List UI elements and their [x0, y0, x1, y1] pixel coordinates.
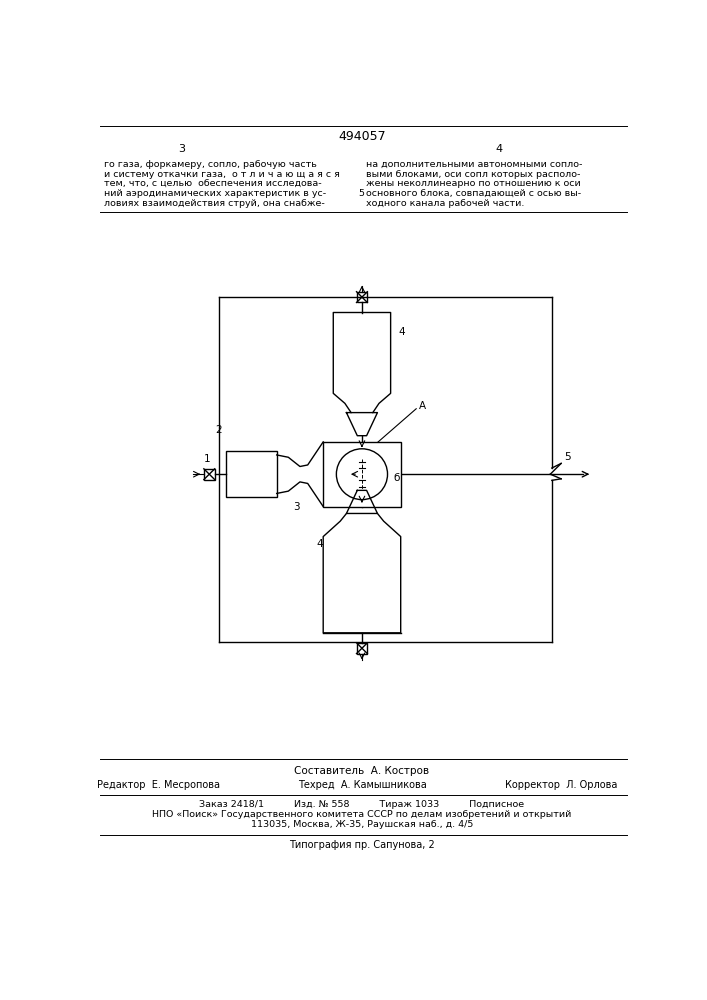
- Text: ходного канала рабочей части.: ходного канала рабочей части.: [366, 199, 524, 208]
- Text: 5: 5: [358, 189, 364, 198]
- Text: выми блоками, оси сопл которых располо-: выми блоками, оси сопл которых располо-: [366, 170, 580, 179]
- Text: Редактор  Е. Месропова: Редактор Е. Месропова: [97, 780, 220, 790]
- Text: 4: 4: [398, 327, 405, 337]
- Text: 3: 3: [293, 502, 299, 512]
- Text: 494057: 494057: [338, 130, 386, 143]
- Text: 3: 3: [178, 144, 185, 154]
- Text: б: б: [394, 473, 400, 483]
- Text: А: А: [419, 401, 426, 411]
- Text: 1: 1: [204, 454, 210, 464]
- Text: и систему откачки газа,  о т л и ч а ю щ а я с я: и систему откачки газа, о т л и ч а ю щ …: [104, 170, 340, 179]
- Text: 2: 2: [215, 425, 222, 435]
- Text: на дополнительными автономными сопло-: на дополнительными автономными сопло-: [366, 160, 582, 169]
- Bar: [226, 451, 276, 497]
- Text: основного блока, совпадающей с осью вы-: основного блока, совпадающей с осью вы-: [366, 189, 581, 198]
- Text: 5: 5: [564, 452, 571, 462]
- Bar: [323, 442, 401, 507]
- Text: го газа, форкамеру, сопло, рабочую часть: го газа, форкамеру, сопло, рабочую часть: [104, 160, 317, 169]
- Text: 4: 4: [496, 144, 503, 154]
- Text: Корректор  Л. Орлова: Корректор Л. Орлова: [505, 780, 617, 790]
- Text: Заказ 2418/1          Изд. № 558          Тираж 1033          Подписное: Заказ 2418/1 Изд. № 558 Тираж 1033 Подпи…: [199, 800, 525, 809]
- Text: Составитель  А. Костров: Составитель А. Костров: [294, 766, 430, 776]
- Text: тем, что, с целью  обеспечения исследова-: тем, что, с целью обеспечения исследова-: [104, 179, 322, 188]
- Text: НПО «Поиск» Государственного комитета СССР по делам изобретений и открытий: НПО «Поиск» Государственного комитета СС…: [152, 810, 572, 819]
- Bar: [204, 469, 215, 480]
- Text: жены неколлинеарно по отношению к оси: жены неколлинеарно по отношению к оси: [366, 179, 580, 188]
- Text: 4: 4: [316, 539, 322, 549]
- Text: ний аэродинамических характеристик в ус-: ний аэродинамических характеристик в ус-: [104, 189, 326, 198]
- Text: Типография пр. Сапунова, 2: Типография пр. Сапунова, 2: [289, 840, 435, 850]
- Bar: [356, 292, 368, 302]
- Text: ловиях взаимодействия струй, она снабже-: ловиях взаимодействия струй, она снабже-: [104, 199, 325, 208]
- Text: 113035, Москва, Ж-35, Раушская наб., д. 4/5: 113035, Москва, Ж-35, Раушская наб., д. …: [251, 820, 473, 829]
- Text: Техред  А. Камышникова: Техред А. Камышникова: [298, 780, 426, 790]
- Bar: [356, 643, 368, 654]
